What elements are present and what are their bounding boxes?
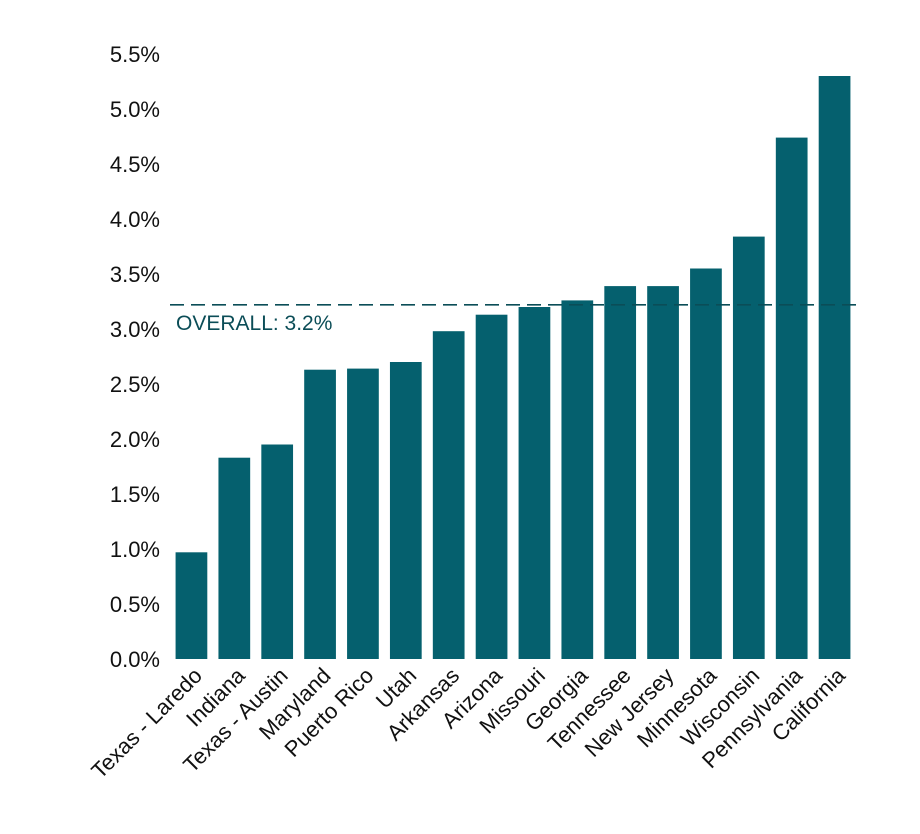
y-tick-label: 1.0% xyxy=(110,537,160,562)
overall-reference-label: OVERALL: 3.2% xyxy=(176,312,332,335)
bar-tennessee xyxy=(604,286,637,659)
y-tick-label: 3.5% xyxy=(110,262,160,287)
y-tick-label: 0.0% xyxy=(110,647,160,672)
y-tick-label: 5.0% xyxy=(110,97,160,122)
bar-wisconsin xyxy=(732,236,765,659)
bar-minnesota xyxy=(690,268,722,659)
bar-pennsylvania xyxy=(775,137,808,660)
y-tick-label: 1.5% xyxy=(110,482,160,507)
bar-california xyxy=(818,76,851,659)
bar-missouri xyxy=(518,307,551,659)
y-tick-label: 3.0% xyxy=(110,317,160,342)
bar-arizona xyxy=(475,314,508,659)
bars xyxy=(175,76,851,660)
bar-indiana xyxy=(218,457,251,659)
bar-utah xyxy=(389,362,422,659)
y-tick-label: 2.5% xyxy=(110,372,160,397)
y-tick-label: 4.0% xyxy=(110,207,160,232)
y-axis: 0.0% 0.5% 1.0% 1.5% 2.0% 2.5% 3.0% 3.5% 4.0% 4.5%… xyxy=(110,42,160,672)
y-tick-label: 2.0% xyxy=(110,427,160,452)
y-tick-label: 5.5% xyxy=(110,42,160,67)
bar-texas-laredo xyxy=(175,552,208,659)
bar-new-jersey xyxy=(647,286,679,659)
bar-maryland xyxy=(304,369,336,659)
bar-texas-austin xyxy=(261,444,294,659)
bar-arkansas xyxy=(432,331,465,659)
bar-puerto-rico xyxy=(347,368,379,659)
y-tick-label: 4.5% xyxy=(110,152,160,177)
y-tick-label: 0.5% xyxy=(110,592,160,617)
bar-georgia xyxy=(561,300,594,659)
reference-line-group: OVERALL: 3.2% xyxy=(170,303,856,335)
